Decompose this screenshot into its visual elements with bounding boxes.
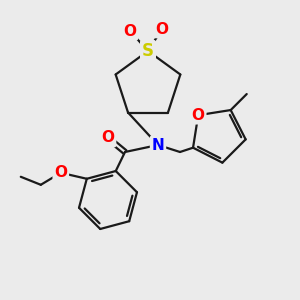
Text: S: S bbox=[142, 42, 154, 60]
Text: O: O bbox=[101, 130, 115, 146]
Text: O: O bbox=[192, 108, 205, 123]
Text: O: O bbox=[54, 165, 67, 180]
Text: N: N bbox=[152, 137, 164, 152]
Text: O: O bbox=[155, 22, 169, 37]
Text: O: O bbox=[124, 23, 136, 38]
